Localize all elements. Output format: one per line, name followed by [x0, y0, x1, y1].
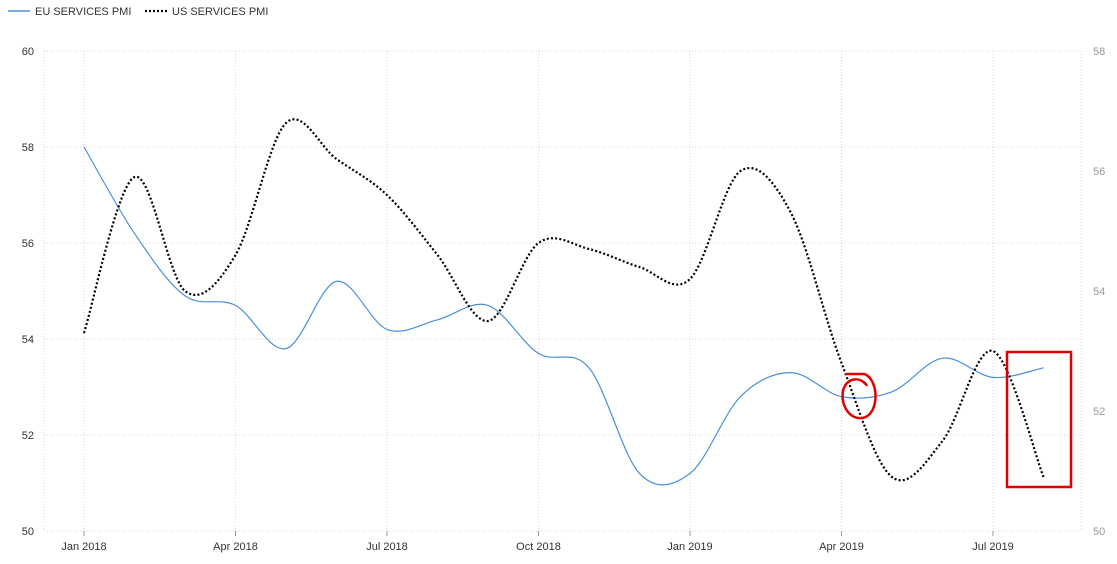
data-point-eu [184, 295, 186, 297]
data-point-us [891, 476, 893, 478]
data-point-us [942, 440, 944, 442]
right-tick-label: 54 [1093, 286, 1105, 298]
data-point-eu [639, 472, 641, 474]
annotation-red-circle [841, 372, 877, 420]
annotations [841, 350, 1073, 489]
left-tick-label: 56 [22, 238, 34, 250]
data-point-eu [790, 372, 792, 374]
legend-label-eu: EU SERVICES PMI [35, 6, 131, 18]
data-point-eu [336, 280, 338, 282]
data-point-eu [386, 328, 388, 330]
series-line-us-services-pmi [82, 118, 1045, 482]
data-point-eu [689, 472, 691, 474]
data-point-eu [891, 391, 893, 393]
x-tick-label: Jul 2018 [366, 541, 408, 553]
x-axis-ticks: Jan 2018 Apr 2018 Jul 2018 Oct 2018 Jan 2019… [61, 531, 1014, 553]
x-tick-label: Apr 2019 [819, 541, 864, 553]
data-point-us [336, 158, 338, 160]
data-point-eu [538, 352, 540, 354]
x-tick-label: Apr 2018 [213, 541, 258, 553]
data-point-us [992, 350, 994, 352]
data-point-us [487, 320, 489, 322]
left-tick-label: 58 [22, 142, 34, 154]
data-point-eu [740, 396, 742, 398]
left-tick-label: 54 [22, 334, 34, 346]
right-tick-label: 58 [1093, 46, 1105, 58]
data-point-us [437, 254, 439, 256]
left-tick-label: 50 [22, 526, 34, 538]
right-tick-label: 52 [1093, 406, 1105, 418]
right-axis-ticks: 50 52 54 56 58 [1093, 46, 1105, 538]
x-tick-label: Jan 2018 [61, 541, 106, 553]
data-point-us [1043, 476, 1045, 478]
data-point-eu [588, 367, 590, 369]
data-point-eu [942, 357, 944, 359]
data-point-us [689, 278, 691, 280]
right-tick-label: 50 [1093, 526, 1105, 538]
left-axis-ticks: 50 52 54 56 58 60 [22, 46, 34, 538]
data-point-us [790, 212, 792, 214]
data-point-us [841, 362, 843, 364]
legend: EU SERVICES PMI US SERVICES PMI [8, 6, 268, 18]
x-tick-label: Jul 2019 [972, 541, 1014, 553]
data-point-us [588, 248, 590, 250]
legend-label-us: US SERVICES PMI [172, 6, 268, 18]
data-point-eu [235, 304, 237, 306]
x-tick-label: Jan 2019 [667, 541, 712, 553]
left-tick-label: 60 [22, 46, 34, 58]
data-point-eu [1043, 367, 1045, 369]
left-tick-label: 52 [22, 430, 34, 442]
data-point-us [386, 194, 388, 196]
data-point-eu [487, 304, 489, 306]
data-point-eu [134, 232, 136, 234]
series-line-eu-services-pmi [83, 146, 1044, 486]
data-point-us [184, 290, 186, 292]
data-point-eu [437, 319, 439, 321]
data-point-us [639, 266, 641, 268]
data-point-eu [285, 348, 287, 350]
data-point-us [740, 170, 742, 172]
data-point-eu [992, 376, 994, 378]
data-point-us [134, 176, 136, 178]
data-point-us [235, 254, 237, 256]
grid [43, 50, 1082, 532]
data-point-us [285, 122, 287, 124]
data-point-us [83, 332, 85, 334]
annotation-red-rectangle [1005, 350, 1073, 489]
data-point-us [538, 242, 540, 244]
data-point-eu [83, 146, 85, 148]
data-points [83, 122, 1045, 478]
x-tick-label: Oct 2018 [516, 541, 561, 553]
right-tick-label: 56 [1093, 166, 1105, 178]
